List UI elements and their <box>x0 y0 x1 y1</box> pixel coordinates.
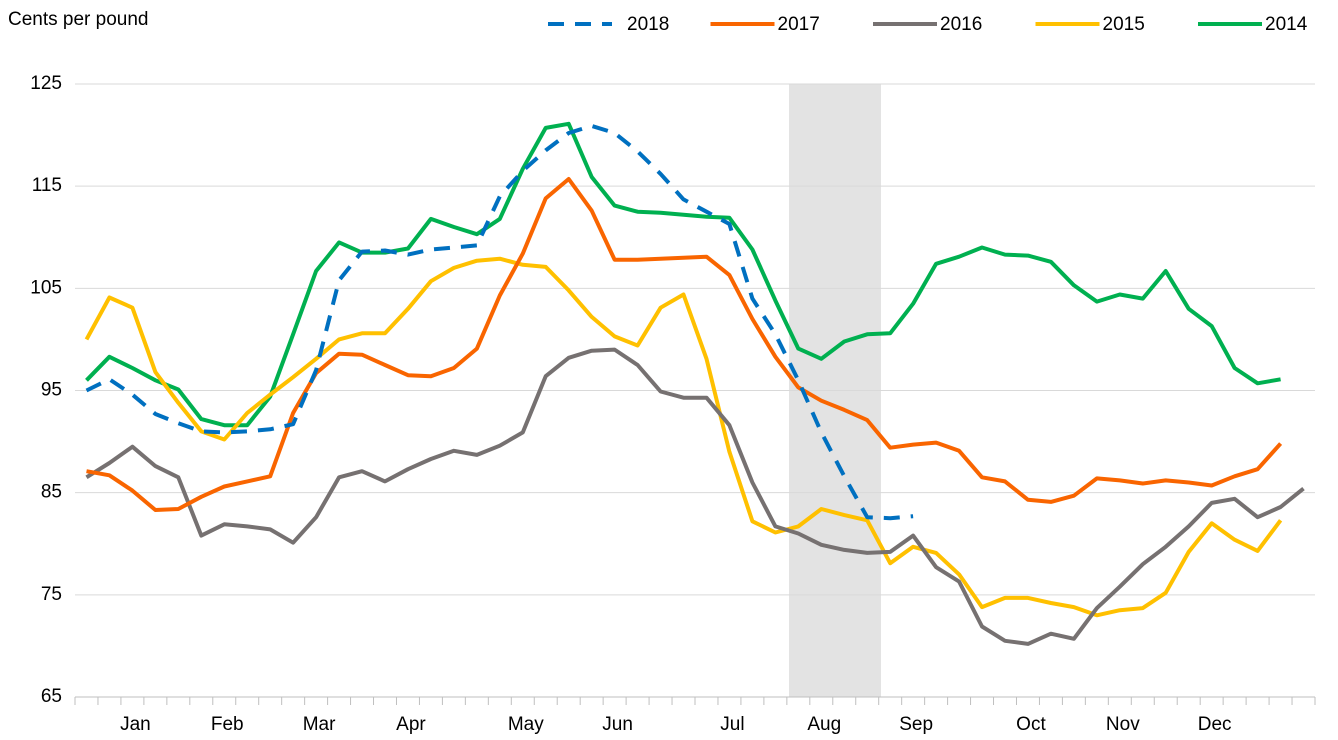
y-tick-label: 75 <box>41 584 62 605</box>
y-axis-label: Cents per pound <box>8 9 149 30</box>
y-tick-label: 115 <box>32 175 62 196</box>
legend-label: 2018 <box>627 14 669 35</box>
legend-label: 2014 <box>1265 14 1308 35</box>
legend-label: 2015 <box>1103 14 1145 35</box>
x-tick-label: Aug <box>807 714 841 735</box>
legend-label: 2016 <box>940 14 982 35</box>
x-tick-label: Jun <box>602 714 633 735</box>
series-line <box>85 121 1281 428</box>
x-tick-label: Dec <box>1198 714 1232 735</box>
y-tick-label: 85 <box>41 482 62 503</box>
y-tick-label: 105 <box>30 277 62 298</box>
series-line <box>85 347 1305 646</box>
y-tick-label: 95 <box>41 380 62 401</box>
x-tick-label: Mar <box>303 714 336 735</box>
y-tick-label: 65 <box>41 686 62 707</box>
x-tick-label: Feb <box>211 714 244 735</box>
x-tick-label: Jan <box>120 714 151 735</box>
y-tick-label: 125 <box>30 73 62 94</box>
series-line <box>84 256 1283 618</box>
x-tick-label: Jul <box>720 714 744 735</box>
series-line <box>86 177 1283 512</box>
x-tick-label: Oct <box>1016 714 1046 735</box>
x-tick-label: Nov <box>1106 714 1140 735</box>
x-tick-label: May <box>508 714 544 735</box>
x-tick-label: Apr <box>396 714 426 735</box>
legend-label: 2017 <box>778 14 820 35</box>
x-tick-label: Sep <box>899 714 933 735</box>
